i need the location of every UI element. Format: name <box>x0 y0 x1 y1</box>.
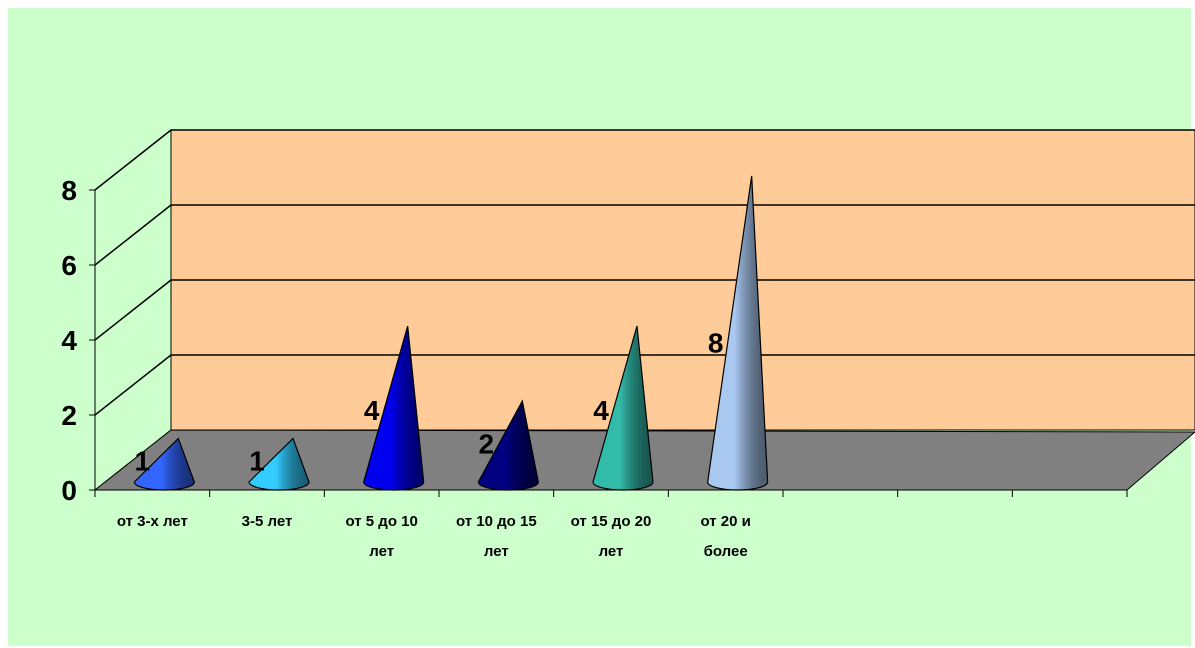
x-tick-label: от 15 до 20 <box>571 513 652 530</box>
gridline-side <box>94 354 172 416</box>
x-tick-label: 3-5 лет <box>242 513 293 530</box>
y-tick-label: 0 <box>61 475 77 506</box>
x-tick-label: более <box>704 543 748 560</box>
y-tick-label: 2 <box>61 400 77 431</box>
x-tick-label: лет <box>484 543 509 560</box>
data-label: 4 <box>593 395 609 426</box>
x-tick-label: от 10 до 15 <box>456 513 537 530</box>
x-tick-label: от 3-х лет <box>117 513 188 530</box>
x-tick-label: от 20 и <box>700 513 750 530</box>
cone-bar-shade <box>477 399 539 491</box>
data-label: 2 <box>479 429 495 460</box>
gridline-side <box>94 129 172 191</box>
cone-bar-shade <box>133 437 195 491</box>
gridline-side <box>94 204 172 266</box>
y-tick-label: 4 <box>61 325 77 356</box>
cone-bar-shade <box>363 325 425 491</box>
data-label: 4 <box>364 395 380 426</box>
data-label: 1 <box>135 445 151 476</box>
x-tick-label: лет <box>369 543 394 560</box>
cone-bar-shade <box>592 325 654 491</box>
x-tick-label: лет <box>599 543 624 560</box>
x-tick-label: от 5 до 10 <box>345 513 417 530</box>
gridline-side <box>94 279 172 341</box>
y-tick-label: 6 <box>61 250 77 281</box>
data-label: 8 <box>708 327 724 358</box>
y-tick-label: 8 <box>61 175 77 206</box>
data-label: 1 <box>249 445 265 476</box>
cone-bar-shade <box>707 175 769 491</box>
cone-bar-shade <box>248 437 310 491</box>
